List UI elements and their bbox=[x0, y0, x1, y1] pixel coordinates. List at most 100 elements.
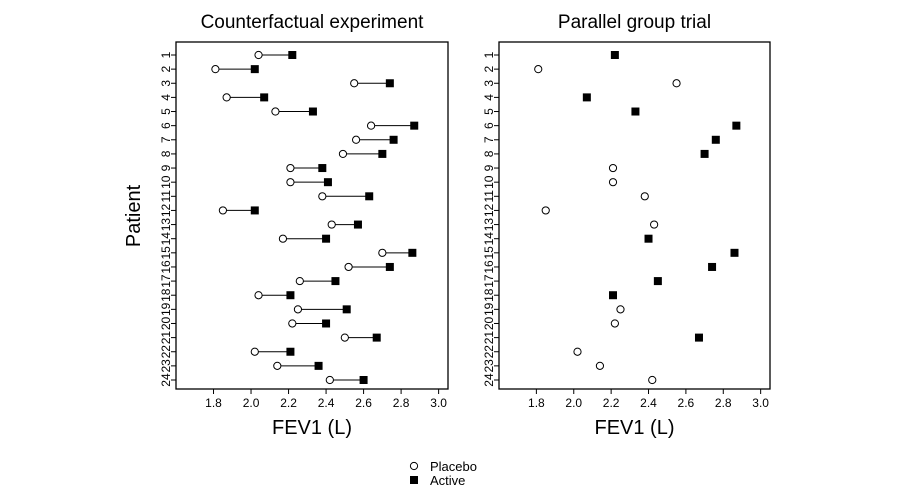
active-point bbox=[314, 361, 323, 370]
placebo-point bbox=[616, 305, 625, 314]
placebo-point bbox=[350, 79, 359, 88]
active-point bbox=[250, 65, 259, 74]
y-tick-label: 5 bbox=[482, 108, 496, 115]
y-tick-label: 21 bbox=[159, 331, 173, 345]
active-point bbox=[378, 149, 387, 158]
active-point bbox=[408, 248, 417, 257]
x-tick-label: 1.8 bbox=[205, 396, 222, 410]
x-tick-label: 3.0 bbox=[752, 396, 769, 410]
active-point bbox=[286, 347, 295, 356]
active-point bbox=[318, 164, 327, 173]
placebo-point bbox=[650, 220, 659, 229]
active-point bbox=[732, 121, 741, 130]
active-point bbox=[708, 262, 717, 271]
placebo-point bbox=[327, 220, 336, 229]
active-point bbox=[410, 121, 419, 130]
y-tick-label: 21 bbox=[482, 331, 496, 345]
active-point bbox=[653, 277, 662, 286]
plot-frame bbox=[175, 41, 449, 390]
y-tick-label: 18 bbox=[159, 288, 173, 302]
active-point bbox=[730, 248, 739, 257]
active-point bbox=[365, 192, 374, 201]
active-point bbox=[359, 376, 368, 384]
y-tick-label: 8 bbox=[482, 150, 496, 157]
active-point bbox=[711, 135, 720, 144]
y-tick-label: 15 bbox=[482, 246, 496, 260]
active-point bbox=[308, 107, 317, 116]
panel-counterfactual: Counterfactual experiment Patient FEV1 (… bbox=[123, 12, 449, 439]
legend-active-marker bbox=[410, 476, 418, 484]
y-tick-label: 19 bbox=[482, 302, 496, 316]
active-point bbox=[389, 135, 398, 144]
active-point bbox=[288, 51, 297, 59]
legend-placebo-label: Placebo bbox=[430, 459, 477, 474]
placebo-point bbox=[295, 276, 304, 286]
placebo-point bbox=[318, 192, 327, 201]
y-tick-label: 24 bbox=[159, 373, 173, 387]
y-tick-label: 13 bbox=[482, 218, 496, 232]
x-axis-label-parallel: FEV1 (L) bbox=[594, 417, 674, 439]
y-tick-label: 15 bbox=[159, 246, 173, 260]
y-tick-label: 17 bbox=[159, 274, 173, 288]
x-tick-label: 2.2 bbox=[280, 396, 297, 410]
y-tick-label: 5 bbox=[159, 108, 173, 115]
y-tick-label: 7 bbox=[159, 136, 173, 143]
y-tick-label: 20 bbox=[482, 316, 496, 330]
y-tick-label: 6 bbox=[482, 122, 496, 129]
active-point bbox=[342, 305, 351, 314]
placebo-point bbox=[541, 206, 550, 215]
x-tick-label: 3.0 bbox=[430, 396, 447, 410]
y-tick-label: 18 bbox=[482, 288, 496, 302]
x-tick-label: 2.0 bbox=[243, 396, 260, 410]
placebo-point bbox=[273, 361, 282, 370]
x-tick-label: 1.8 bbox=[528, 396, 545, 410]
placebo-point bbox=[608, 163, 618, 173]
y-tick-label: 23 bbox=[482, 359, 496, 373]
active-point bbox=[610, 51, 619, 59]
y-tick-label: 10 bbox=[159, 175, 173, 189]
x-tick-label: 2.4 bbox=[640, 396, 657, 410]
y-tick-label: 22 bbox=[159, 345, 173, 359]
active-point bbox=[644, 234, 653, 243]
placebo-point bbox=[608, 178, 618, 187]
x-tick-label: 2.6 bbox=[678, 396, 695, 410]
y-tick-label: 2 bbox=[482, 65, 496, 72]
y-tick-label: 16 bbox=[482, 260, 496, 274]
active-point bbox=[353, 220, 362, 229]
placebo-point bbox=[286, 178, 295, 187]
y-tick-label: 19 bbox=[159, 302, 173, 316]
placebo-point bbox=[271, 107, 280, 116]
placebo-point bbox=[610, 319, 619, 328]
y-tick-label: 17 bbox=[482, 274, 496, 288]
x-tick-label: 2.8 bbox=[715, 396, 732, 410]
placebo-point bbox=[366, 121, 376, 130]
plot-frame bbox=[498, 41, 771, 390]
active-point bbox=[582, 93, 591, 102]
placebo-point bbox=[325, 375, 334, 385]
y-tick-label: 4 bbox=[482, 94, 496, 101]
x-tick-label: 2.4 bbox=[318, 396, 335, 410]
placebo-point bbox=[573, 347, 582, 356]
y-tick-label: 24 bbox=[482, 373, 496, 387]
y-tick-label: 3 bbox=[159, 80, 173, 87]
x-tick-label: 2.8 bbox=[393, 396, 410, 410]
legend-active-label: Active bbox=[430, 473, 465, 488]
y-tick-label: 14 bbox=[482, 232, 496, 246]
y-tick-label: 4 bbox=[159, 94, 173, 101]
y-tick-label: 9 bbox=[159, 164, 173, 171]
y-tick-label: 2 bbox=[159, 65, 173, 72]
y-tick-label: 13 bbox=[159, 218, 173, 232]
y-tick-label: 6 bbox=[159, 122, 173, 129]
chart-title-parallel: Parallel group trial bbox=[558, 12, 711, 33]
active-point bbox=[631, 107, 640, 116]
active-point bbox=[331, 277, 340, 286]
x-tick-label: 2.6 bbox=[355, 396, 372, 410]
y-tick-label: 14 bbox=[159, 232, 173, 246]
active-point bbox=[322, 234, 331, 243]
placebo-point bbox=[286, 163, 295, 173]
active-point bbox=[385, 79, 394, 88]
active-point bbox=[250, 206, 259, 215]
active-point bbox=[694, 333, 703, 342]
placebo-point bbox=[254, 291, 263, 300]
